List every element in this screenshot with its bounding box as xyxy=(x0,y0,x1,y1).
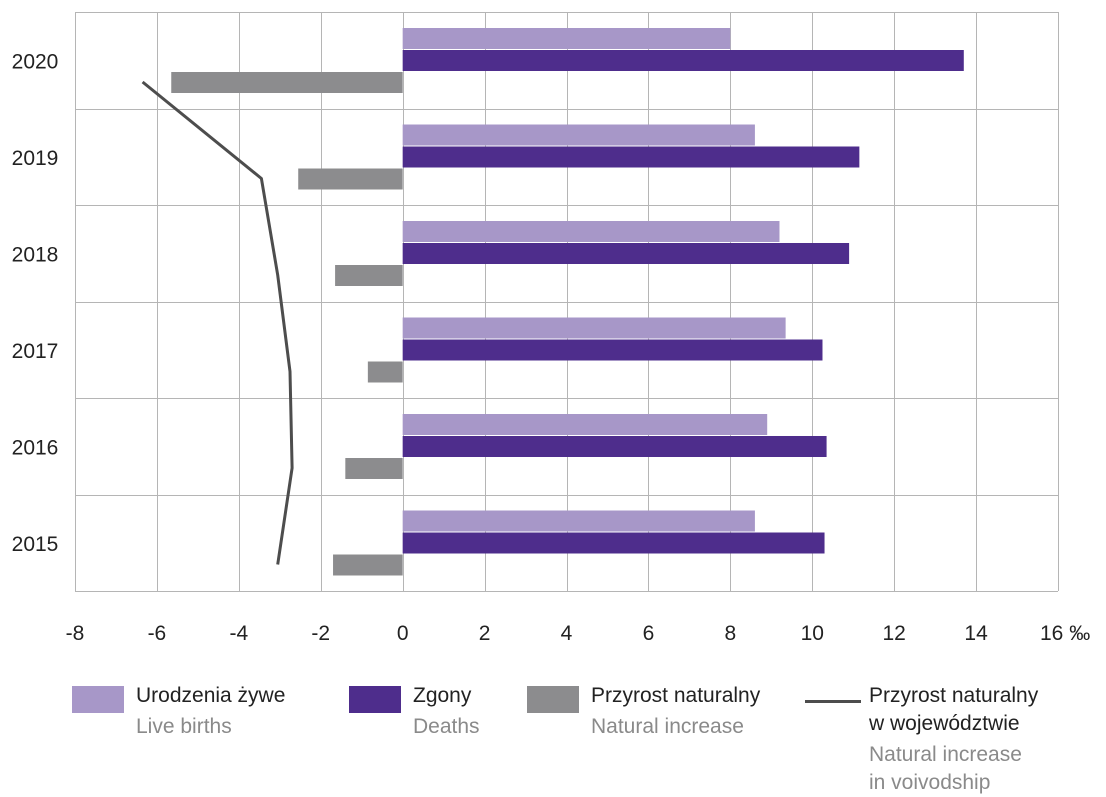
legend-label-live-births: Urodzenia żywe xyxy=(136,684,286,707)
bar-deaths-2019 xyxy=(402,146,860,168)
legend-label2-voivodship: w województwie xyxy=(869,712,1020,735)
legend-sub-natural-increase: Natural increase xyxy=(591,715,744,738)
x-tick-label: -8 xyxy=(66,622,85,645)
bar-natural-increase-2016 xyxy=(345,458,403,479)
y-tick-label-2020: 2020 xyxy=(12,50,59,73)
bar-deaths-2015 xyxy=(402,532,825,554)
legend-sub-voivodship: Natural increase xyxy=(869,743,1022,766)
x-tick-label: 4 xyxy=(561,622,573,645)
bar-deaths-2020 xyxy=(402,50,964,71)
y-tick-label-2017: 2017 xyxy=(12,340,59,363)
y-tick-label-2018: 2018 xyxy=(12,243,59,266)
bar-live-births-2015 xyxy=(402,510,755,532)
bar-natural-increase-2015 xyxy=(333,554,403,576)
y-tick-label-2015: 2015 xyxy=(12,533,59,556)
legend-sub2-voivodship: in voivodship xyxy=(869,771,991,794)
bar-live-births-2020 xyxy=(402,28,731,49)
bar-deaths-2016 xyxy=(402,436,827,457)
x-tick-label: -2 xyxy=(311,622,330,645)
bar-live-births-2018 xyxy=(402,221,780,242)
legend-swatch-deaths xyxy=(349,686,401,713)
chart-area: 2020 2019 2018 2017 2016 2015 -8 -6 -4 -2 0 2 4 6 8 10 1… xyxy=(12,12,1090,645)
y-tick-label-2019: 2019 xyxy=(12,147,59,170)
x-tick-label: 0 xyxy=(397,622,409,645)
legend: Urodzenia żywe Live births Zgony Deaths … xyxy=(0,680,1106,796)
y-tick-label-2016: 2016 xyxy=(12,436,59,459)
legend-label-deaths: Zgony xyxy=(413,684,472,707)
x-tick-label: 6 xyxy=(643,622,655,645)
legend-line-voivodship xyxy=(805,700,861,703)
bar-deaths-2017 xyxy=(402,339,823,361)
legend-sub-deaths: Deaths xyxy=(413,715,480,738)
bar-natural-increase-2018 xyxy=(335,265,403,286)
legend-swatch-live-births xyxy=(72,686,124,713)
x-tick-label: -6 xyxy=(148,622,167,645)
x-tick-label: 12 xyxy=(882,622,905,645)
bar-natural-increase-2020 xyxy=(171,72,403,93)
x-tick-label: -4 xyxy=(229,622,248,645)
bar-live-births-2017 xyxy=(402,317,786,339)
legend-label-voivodship: Przyrost naturalny xyxy=(869,684,1039,707)
line-natural-increase-voivodship xyxy=(141,80,294,565)
x-tick-label: 10 xyxy=(801,622,824,645)
bar-chart: 2020 2019 2018 2017 2016 2015 -8 -6 -4 -2 0 2 4 6 8 10 1… xyxy=(12,12,1090,645)
legend-sub-live-births: Live births xyxy=(136,715,232,738)
x-tick-label: 2 xyxy=(479,622,491,645)
x-tick-label: 8 xyxy=(724,622,736,645)
bar-live-births-2016 xyxy=(402,414,768,435)
bar-live-births-2019 xyxy=(402,124,755,146)
bar-deaths-2018 xyxy=(402,243,850,264)
bar-natural-increase-2019 xyxy=(298,168,403,190)
bar-natural-increase-2017 xyxy=(367,361,403,383)
legend-label-natural-increase: Przyrost naturalny xyxy=(591,684,761,707)
legend-swatch-natural-increase xyxy=(527,686,579,713)
x-tick-label: 14 xyxy=(964,622,988,645)
x-tick-label: 16 ‰ xyxy=(1040,622,1090,645)
